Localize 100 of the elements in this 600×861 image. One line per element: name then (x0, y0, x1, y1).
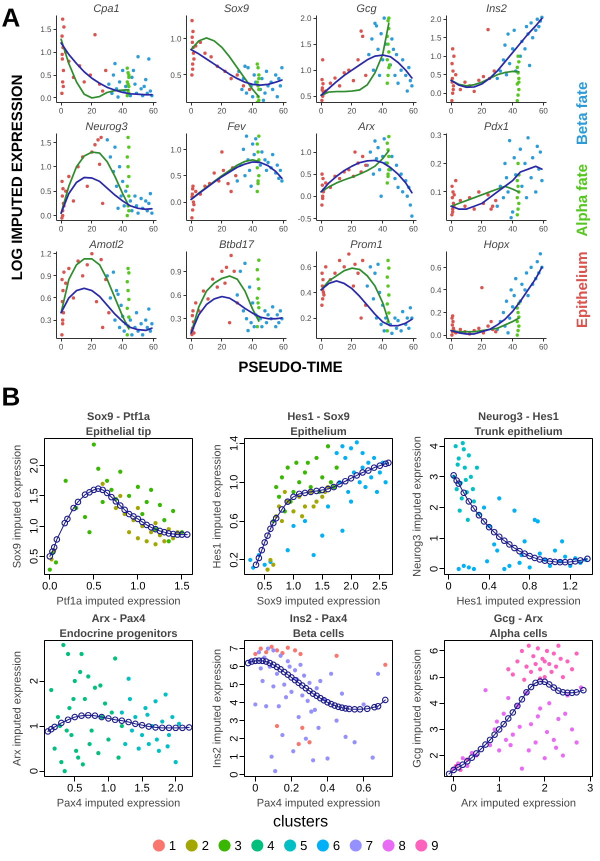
x-tick-label: 0 (318, 106, 324, 116)
x-tick-label: 1.0 (286, 580, 302, 592)
y-tick-label: 1 (28, 722, 40, 730)
y-tick-label: 1.0 (430, 52, 442, 62)
x-tick-label: 40 (508, 106, 518, 116)
y-tick-label: 0 (28, 768, 40, 774)
y-tick-label: 4 (228, 700, 240, 706)
chart-title: Amotl2 (88, 239, 124, 251)
y-tick-label: 7 (228, 646, 240, 652)
x-tick-label: 0 (188, 342, 194, 352)
x-tick-label: 20 (87, 106, 97, 116)
x-tick-label: 0.5 (257, 580, 272, 592)
chart-title: Neurog3 (85, 121, 128, 133)
y-tick-label: 2.0 (430, 15, 442, 24)
y-tick-label: 0.5 (28, 548, 40, 564)
x-axis-title: Arx imputed expression (461, 798, 576, 810)
chart-title: Btbd17 (219, 239, 255, 251)
y-tick-label: 5 (428, 674, 440, 680)
y-tick-label: 0 (428, 566, 440, 572)
x-tick-label: 0 (188, 224, 194, 234)
chart-title: Hes1 - Sox9 (287, 411, 350, 423)
x-tick-label: 60 (538, 224, 548, 234)
x-tick-label: 60 (278, 106, 288, 116)
x-tick-label: 0.5 (86, 580, 102, 592)
x-tick-label: 0.4 (481, 580, 497, 592)
y-axis-title: Hes1 imputed expression (212, 444, 224, 569)
y-tick-label: 4 (428, 443, 440, 450)
y-tick-label: 0.5 (170, 70, 182, 80)
x-tick-label: 3 (587, 782, 594, 794)
x-tick-label: 60 (408, 342, 418, 352)
y-axis-title: Gcg imputed expression (412, 649, 424, 768)
y-tick-label: 0.5 (170, 172, 182, 181)
y-tick-label: 1.2 (40, 250, 52, 259)
x-tick-label: 40 (118, 342, 128, 352)
y-tick-label: 0.2 (430, 159, 442, 168)
y-tick-label: 0.9 (40, 272, 52, 281)
x-tick-label: 0 (188, 106, 194, 116)
y-tick-label: 0.0 (430, 331, 442, 340)
y-tick-label: 2 (228, 736, 240, 742)
x-tick-label: 0 (58, 224, 64, 234)
x-tick-label: 2 (542, 782, 548, 794)
chart-title: Sox9 (224, 3, 250, 15)
x-tick-label: 20 (217, 106, 227, 116)
y-tick-label: -0.5 (298, 214, 312, 224)
y-tick-label: 4 (428, 700, 440, 706)
y-axis-title: Neurog3 imputed expression (412, 436, 424, 577)
x-tick-label: 60 (148, 106, 158, 116)
x-tick-label: 0 (58, 106, 64, 116)
chart-title: Neurog3 - Hes1 (478, 411, 559, 423)
y-tick-label: 1.0 (228, 474, 240, 490)
x-tick-label: 20 (87, 224, 97, 234)
y-tick-label: 6 (428, 648, 440, 654)
x-tick-label: 60 (538, 106, 548, 116)
x-tick-label: 60 (278, 342, 288, 352)
y-tick-label: 0.5 (300, 92, 312, 102)
y-tick-label: 0.5 (430, 70, 442, 80)
y-tick-label: 0.3 (430, 130, 442, 140)
x-tick-label: 40 (248, 224, 258, 234)
chart-title: Gcg - Arx (494, 613, 544, 625)
y-tick-label: 0.6 (228, 513, 240, 529)
chart-title: Gcg (356, 3, 378, 15)
x-tick-label: 60 (408, 224, 418, 234)
chart-title: Pdx1 (484, 121, 510, 133)
y-tick-label: 1.0 (170, 34, 182, 44)
x-tick-label: 0.8 (522, 580, 538, 592)
x-tick-label: 20 (217, 224, 227, 234)
legend-title: clusters (272, 814, 328, 830)
x-tick-label: 2.5 (372, 580, 388, 592)
y-tick-label: 1.5 (28, 488, 40, 504)
y-tick-label: 3 (428, 726, 440, 732)
y-axis-title: LOG IMPUTED EXPRESSION (9, 74, 26, 280)
legend-label: 9 (431, 838, 439, 853)
y-tick-label: 0.5 (40, 71, 52, 80)
chart-subtitle: Alpha cells (489, 628, 548, 640)
chart-title: Fev (227, 121, 248, 133)
x-tick-label: 0.2 (284, 782, 300, 794)
x-tick-label: 60 (148, 224, 158, 234)
x-axis-title: Sox9 imputed expression (256, 596, 380, 608)
y-tick-label: 0.0 (40, 212, 52, 221)
y-tick-label: 0.0 (430, 89, 442, 98)
text: Epithelium (574, 251, 591, 328)
legend-label: 7 (366, 838, 373, 853)
x-tick-label: 40 (378, 106, 388, 116)
x-tick-label: 0.6 (356, 782, 372, 794)
y-tick-label: 0.0 (300, 192, 312, 202)
x-tick-label: 1.5 (134, 782, 150, 794)
x-tick-label: 40 (378, 342, 388, 352)
y-tick-label: 2 (428, 752, 440, 759)
x-tick-label: 0.5 (67, 782, 82, 794)
y-axis-title: Arx imputed expression (12, 651, 24, 766)
y-axis-title: Ins2 imputed expression (212, 648, 224, 768)
y-tick-label: 5 (228, 682, 240, 688)
y-axis-title: Sox9 imputed expression (12, 444, 24, 568)
x-axis-title: Ptf1a imputed expression (56, 596, 181, 608)
y-tick-label: 0.5 (300, 170, 312, 180)
x-tick-label: 0 (448, 106, 454, 116)
x-tick-label: 0 (448, 342, 454, 352)
y-tick-label: 1.0 (300, 66, 312, 76)
x-axis-title: Pax4 imputed expression (256, 798, 380, 810)
legend-label: 8 (398, 838, 406, 853)
